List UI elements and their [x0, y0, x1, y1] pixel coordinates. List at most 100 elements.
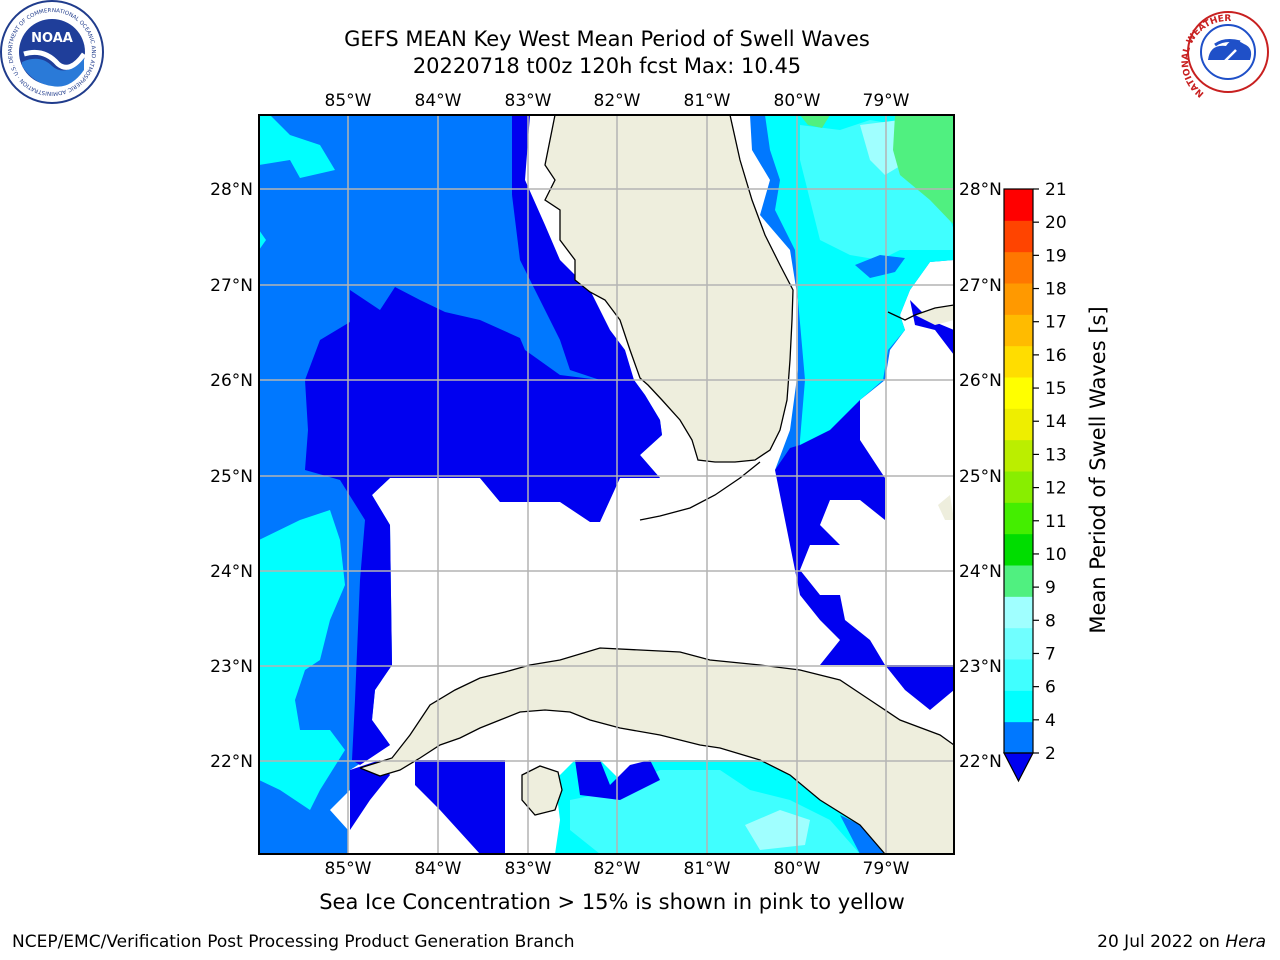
sea-ice-caption: Sea Ice Concentration > 15% is shown in … — [319, 890, 905, 914]
lon-label-bottom: 82°W — [594, 859, 641, 879]
contour-west-cyan — [259, 115, 335, 178]
colorbar-label: Mean Period of Swell Waves [s] — [1086, 306, 1110, 634]
lat-label-right: 25°N — [959, 467, 1002, 487]
lon-label-top: 81°W — [684, 91, 731, 111]
graticule — [259, 115, 954, 854]
contour-west-cyan-south — [259, 510, 345, 810]
noaa-logo-text: NOAA — [31, 31, 73, 46]
colorbar-swatch — [1004, 533, 1033, 566]
colorbar-swatch — [1004, 220, 1033, 253]
colorbar-swatch — [1004, 345, 1033, 378]
land-cuba — [360, 648, 954, 854]
colorbar-swatch — [1004, 189, 1033, 221]
lon-label-top: 79°W — [863, 91, 910, 111]
colorbar-tick-label: 14 — [1045, 412, 1067, 432]
colorbar-tick-label: 6 — [1045, 678, 1056, 698]
colorbar-tick-label: 2 — [1045, 744, 1056, 764]
contour-west-cyan-north — [259, 230, 266, 250]
lon-label-bottom: 81°W — [684, 859, 731, 879]
coastline-cuba-south — [359, 709, 954, 854]
lat-label-left: 24°N — [210, 562, 253, 582]
colorbar-swatch — [1004, 408, 1033, 441]
colorbar-tick-label: 11 — [1045, 512, 1067, 532]
lat-label-left: 28°N — [210, 180, 253, 200]
colorbar: 2 4 6 7 8 9 10 11 12 13 14 15 16 17 18 19 20 21 — [1003, 180, 1067, 783]
colorbar-swatch — [1004, 283, 1033, 315]
colorbar-tick-label: 4 — [1045, 711, 1056, 731]
footer-credit: NCEP/EMC/Verification Post Processing Pr… — [12, 932, 575, 952]
colorbar-tick-label: 7 — [1045, 644, 1056, 664]
lat-label-left: 22°N — [210, 752, 253, 772]
colorbar-swatch — [1004, 596, 1033, 629]
lon-label-top: 84°W — [415, 91, 462, 111]
colorbar-swatch — [1004, 471, 1033, 503]
lon-label-bottom: 83°W — [505, 859, 552, 879]
lon-labels-top: 85°W 84°W 83°W 82°W 81°W 80°W 79°W — [325, 91, 910, 111]
colorbar-tick-label: 20 — [1045, 213, 1067, 233]
land-bahamas-south — [938, 495, 954, 520]
nws-logo: NATIONAL WEATHER SERVICE — [0, 0, 1269, 99]
colorbar-swatch — [1004, 314, 1033, 347]
colorbar-tick-label: 15 — [1045, 379, 1067, 399]
colorbar-tick-label: 18 — [1045, 280, 1067, 300]
colorbar-swatch — [1004, 439, 1033, 472]
lat-label-left: 23°N — [210, 657, 253, 677]
colorbar-tick-label: 19 — [1045, 246, 1067, 266]
lat-label-right: 26°N — [959, 371, 1002, 391]
contour-atlantic-green-north — [800, 115, 830, 128]
land-isla-juventud — [522, 766, 562, 815]
colorbar-tick-label: 10 — [1045, 545, 1067, 565]
colorbar-swatch — [1004, 502, 1033, 535]
lat-label-right: 27°N — [959, 276, 1002, 296]
lon-label-bottom: 84°W — [415, 859, 462, 879]
map-panel — [259, 115, 954, 854]
land-bahamas — [915, 305, 954, 325]
contour-south-cuba-8-9 — [745, 810, 810, 850]
colorbar-swatch — [1004, 659, 1033, 691]
colorbar-tick-label: 13 — [1045, 445, 1067, 465]
contour-south-cuba-blue-edge — [840, 815, 885, 854]
lon-label-bottom: 85°W — [325, 859, 372, 879]
coastline-bahamas — [887, 304, 954, 321]
contour-atlantic-9-10 — [893, 115, 954, 225]
contour-sw-below-2 — [350, 760, 390, 830]
lat-label-left: 25°N — [210, 467, 253, 487]
colorbar-tick-label: 21 — [1045, 180, 1067, 200]
colorbar-swatch — [1004, 627, 1033, 660]
land-florida — [545, 115, 793, 462]
svg-text:NATIONAL WEATHER SERVICE: NATIONAL WEATHER SERVICE — [0, 0, 1231, 99]
contour-atlantic-blue-eddy — [855, 255, 905, 278]
colorbar-tick-label: 16 — [1045, 346, 1067, 366]
chart-title: GEFS MEAN Key West Mean Period of Swell … — [344, 27, 870, 51]
footer-host: Hera — [1225, 932, 1266, 952]
lon-label-bottom: 80°W — [774, 859, 821, 879]
lon-label-top: 85°W — [325, 91, 372, 111]
colorbar-tick-label: 12 — [1045, 479, 1067, 499]
colorbar-swatch — [1004, 377, 1033, 409]
colorbar-tick-label: 9 — [1045, 578, 1056, 598]
lon-label-top: 82°W — [594, 91, 641, 111]
lat-labels-right: 28°N 27°N 26°N 25°N 24°N 23°N 22°N — [959, 180, 1002, 772]
lon-label-top: 80°W — [774, 91, 821, 111]
colorbar-swatch — [1004, 251, 1033, 284]
coastline-florida — [544, 115, 794, 463]
contour-gulf-below-2 — [305, 287, 662, 765]
nws-logo-ring-text: NATIONAL WEATHER SERVICE — [0, 0, 1231, 99]
colorbar-swatch — [1004, 565, 1033, 597]
colorbar-swatch — [1004, 721, 1033, 754]
contour-east-strait-below-2 — [885, 665, 954, 710]
coastline-isla-juventud — [521, 765, 563, 816]
footer-date-text: 20 Jul 2022 on — [1097, 932, 1226, 952]
noaa-logo: NOAA NATIONAL OCEANIC AND ATMOSPHERIC AD… — [0, 0, 104, 104]
footer-date: 20 Jul 2022 on Hera — [1097, 932, 1266, 952]
lon-labels-bottom: 85°W 84°W 83°W 82°W 81°W 80°W 79°W — [325, 859, 910, 879]
map-frame — [258, 114, 955, 855]
lat-label-right: 28°N — [959, 180, 1002, 200]
colorbar-tick-label: 17 — [1045, 313, 1067, 333]
lat-label-left: 26°N — [210, 371, 253, 391]
colorbar-frame — [1003, 188, 1034, 754]
chart-subtitle: 20220718 t00z 120h fcst Max: 10.45 — [412, 54, 802, 78]
coastline-cuba — [359, 647, 954, 769]
colorbar-under-arrow — [1003, 752, 1034, 783]
